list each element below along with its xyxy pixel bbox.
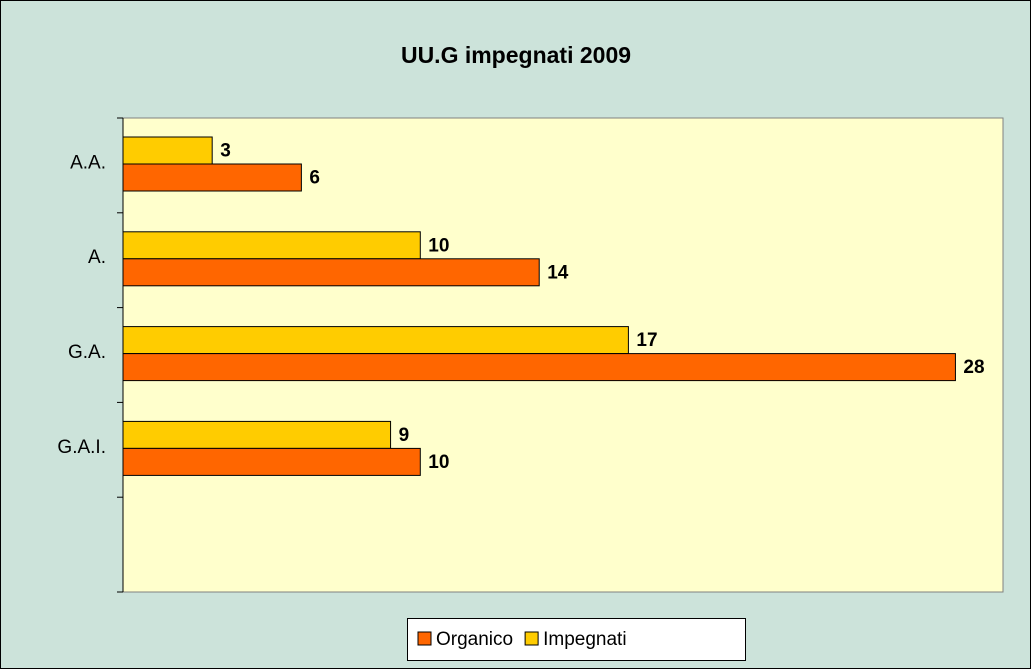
value-label: 9 xyxy=(399,425,410,446)
bar xyxy=(122,326,629,355)
legend xyxy=(407,618,746,661)
bar xyxy=(122,447,421,476)
value-label: 28 xyxy=(963,357,984,378)
y-tick-label: G.A.I. xyxy=(57,437,106,458)
bar xyxy=(122,136,213,165)
y-tick-label: A.A. xyxy=(70,152,106,173)
legend-label: Organico xyxy=(436,629,513,650)
y-tick-label: A. xyxy=(88,247,106,268)
value-label: 10 xyxy=(428,452,449,473)
value-label: 14 xyxy=(547,262,569,283)
bar xyxy=(122,231,421,260)
value-label: 10 xyxy=(428,235,449,256)
legend-swatch xyxy=(524,631,539,646)
value-label: 17 xyxy=(636,330,657,351)
legend-label: Impegnati xyxy=(543,629,626,650)
bar xyxy=(122,258,540,287)
value-label: 6 xyxy=(309,168,320,189)
y-tick-label: G.A. xyxy=(68,342,106,363)
bar xyxy=(122,420,392,449)
bar xyxy=(122,353,956,382)
chart-title: UU.G impegnati 2009 xyxy=(401,42,631,68)
bar xyxy=(122,163,302,192)
legend-swatch xyxy=(417,631,432,646)
value-label: 3 xyxy=(220,141,231,162)
